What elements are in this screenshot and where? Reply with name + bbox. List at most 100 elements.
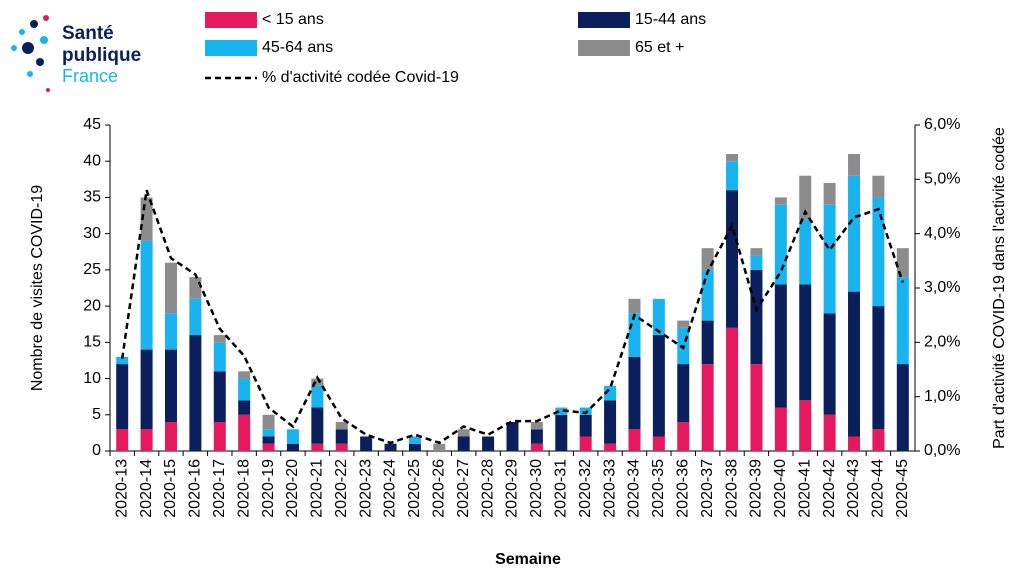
- logo-text: publique: [62, 45, 141, 66]
- bar: [482, 436, 495, 451]
- bar: [750, 269, 763, 365]
- x-tick-label: 2020-15: [162, 459, 179, 518]
- bar: [457, 436, 470, 451]
- bar: [628, 298, 641, 314]
- logo-dot: [30, 20, 38, 28]
- bar: [213, 422, 226, 451]
- logo-dot: [40, 36, 48, 44]
- legend-swatch: [205, 40, 257, 56]
- bar: [750, 364, 763, 451]
- x-tick-label: 2020-24: [382, 459, 399, 518]
- bar: [140, 349, 153, 430]
- y-tick-label: 35: [83, 189, 101, 206]
- y2-axis-title: Part d'activité COVID-19 dans l'activité…: [991, 127, 1008, 449]
- bar: [774, 407, 787, 451]
- x-tick-label: 2020-18: [235, 459, 252, 518]
- bar: [579, 407, 592, 415]
- bar: [701, 248, 714, 270]
- x-tick-label: 2020-25: [406, 459, 423, 518]
- bar: [823, 182, 836, 205]
- bar: [311, 385, 324, 408]
- bar: [262, 436, 275, 444]
- y2-tick-label: 3,0%: [924, 279, 960, 296]
- bar: [360, 436, 373, 451]
- y2-tick-label: 5,0%: [924, 171, 960, 188]
- bar: [896, 364, 909, 451]
- bar: [872, 197, 885, 307]
- bar: [896, 277, 909, 365]
- bar: [823, 414, 836, 451]
- x-tick-label: 2020-31: [553, 459, 570, 518]
- bar: [677, 320, 690, 328]
- bar: [262, 443, 275, 451]
- y2-tick-label: 4,0%: [924, 225, 960, 242]
- bar: [164, 313, 177, 350]
- bar: [164, 262, 177, 314]
- y-tick-label: 45: [83, 116, 101, 133]
- x-tick-label: 2020-36: [674, 459, 691, 518]
- bar: [774, 204, 787, 285]
- x-tick-label: 2020-45: [894, 459, 911, 518]
- bar: [286, 429, 299, 444]
- legend-swatch: [578, 40, 630, 56]
- bar: [652, 335, 665, 437]
- bar: [823, 204, 836, 314]
- legend-label: 45-64 ans: [262, 39, 333, 56]
- bar: [213, 371, 226, 423]
- bar: [530, 429, 543, 444]
- logo-text: Santé: [62, 23, 114, 44]
- bar: [506, 422, 519, 451]
- bar: [408, 436, 421, 444]
- bar: [262, 414, 275, 430]
- bar: [116, 356, 129, 365]
- line: [120, 189, 904, 445]
- x-tick-label: 2020-40: [772, 459, 789, 518]
- bar: [677, 422, 690, 451]
- bar: [774, 197, 787, 205]
- bar: [799, 219, 812, 285]
- logo-dot: [36, 58, 44, 66]
- bar: [262, 429, 275, 437]
- x-tick-label: 2020-30: [528, 459, 545, 518]
- bar: [750, 255, 763, 270]
- logo-dot: [43, 15, 49, 21]
- bar: [140, 240, 153, 350]
- y2-tick-label: 1,0%: [924, 388, 960, 405]
- bar: [872, 175, 885, 198]
- x-tick-label: 2020-19: [260, 459, 277, 518]
- bar: [726, 190, 739, 328]
- bar: [189, 277, 202, 299]
- bar: [652, 436, 665, 451]
- bar: [189, 298, 202, 336]
- y-tick-label: 30: [83, 225, 101, 242]
- bar: [286, 443, 299, 451]
- x-axis-title: Semaine: [495, 551, 561, 568]
- x-tick-label: 2020-20: [284, 459, 301, 518]
- x-tick-label: 2020-37: [699, 459, 716, 518]
- x-tick-label: 2020-21: [309, 459, 326, 518]
- x-tick-label: 2020-26: [431, 459, 448, 518]
- bar: [238, 371, 251, 379]
- bar: [701, 364, 714, 451]
- x-tick-label: 2020-16: [187, 459, 204, 518]
- legend-swatch: [205, 12, 257, 28]
- bar: [701, 320, 714, 365]
- bar: [799, 284, 812, 401]
- bar: [311, 443, 324, 451]
- y-tick-label: 10: [83, 370, 101, 387]
- y-tick-label: 20: [83, 297, 101, 314]
- bar: [872, 429, 885, 451]
- bar: [164, 422, 177, 451]
- bar: [238, 400, 251, 415]
- bar: [701, 269, 714, 321]
- x-tick-label: 2020-42: [821, 459, 838, 518]
- x-tick-label: 2020-33: [601, 459, 618, 518]
- y-tick-label: 15: [83, 334, 101, 351]
- bar: [774, 284, 787, 408]
- y-tick-label: 0: [92, 442, 101, 459]
- bar: [848, 436, 861, 451]
- legend-swatch: [578, 12, 630, 28]
- x-tick-label: 2020-38: [723, 459, 740, 518]
- y-tick-label: 40: [83, 152, 101, 169]
- bar: [384, 443, 397, 451]
